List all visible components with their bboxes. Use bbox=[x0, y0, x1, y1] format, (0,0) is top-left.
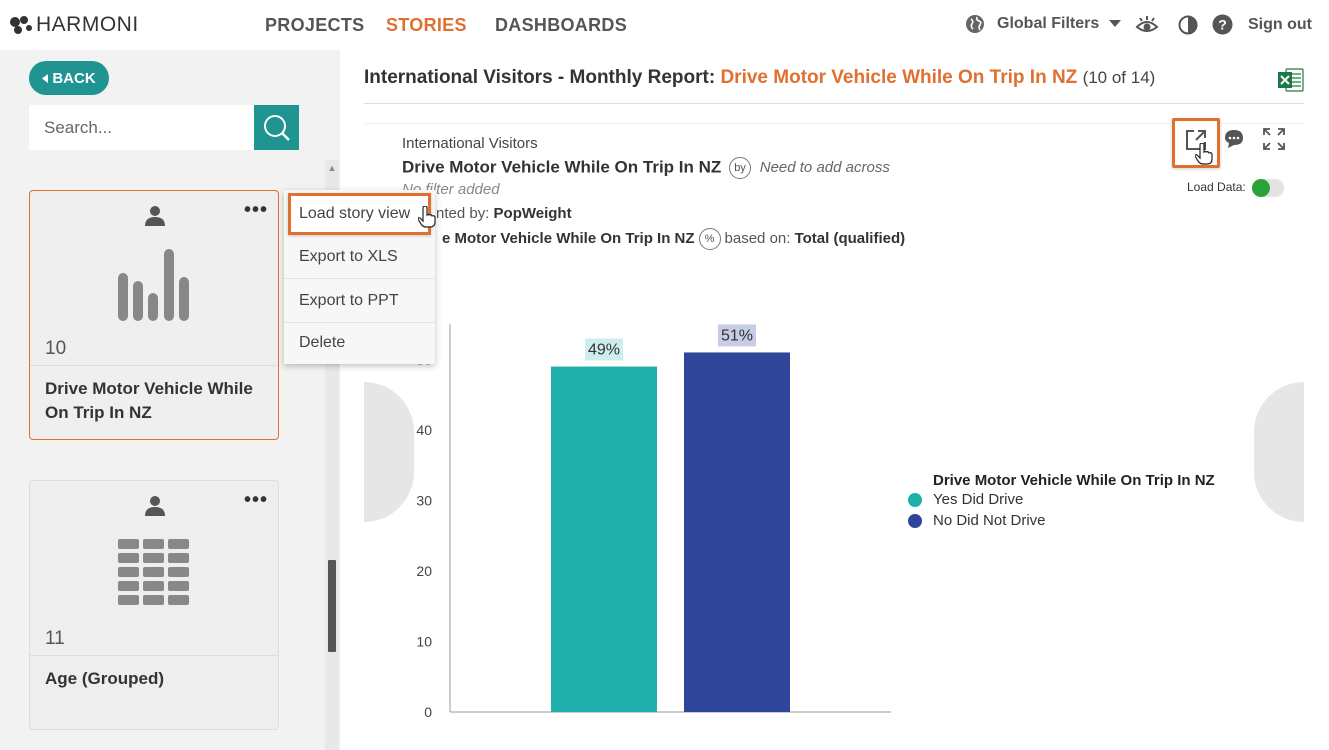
chart-source: International Visitors bbox=[402, 135, 538, 152]
y-tick-label: 0 bbox=[424, 704, 432, 720]
title-divider bbox=[364, 103, 1304, 104]
hand-cursor-icon bbox=[418, 206, 436, 228]
pct-based-label: based on: bbox=[724, 229, 795, 247]
card-divider bbox=[30, 655, 278, 656]
menu-load-story-view[interactable]: Load story view bbox=[288, 193, 431, 235]
logo-text: HARMONI bbox=[36, 13, 139, 36]
top-nav-bar: HARMONI PROJECTS STORIES DASHBOARDS Glob… bbox=[0, 0, 1329, 50]
by-icon[interactable]: by bbox=[729, 157, 751, 179]
weight-value: PopWeight bbox=[493, 205, 572, 222]
percent-icon[interactable]: % bbox=[698, 228, 721, 250]
percentage-info: e Motor Vehicle While On Trip In NZ% base… bbox=[442, 228, 905, 250]
bar-0 bbox=[551, 366, 657, 712]
table-icon bbox=[118, 539, 189, 605]
card-divider bbox=[30, 365, 278, 366]
user-icon bbox=[145, 496, 165, 516]
caret-left-icon bbox=[42, 73, 49, 83]
y-tick-label: 40 bbox=[416, 422, 432, 438]
fullscreen-icon[interactable] bbox=[1263, 128, 1285, 150]
y-tick-label: 10 bbox=[416, 634, 432, 650]
data-label-bg bbox=[718, 324, 756, 347]
next-story-arrow[interactable] bbox=[1254, 382, 1304, 522]
excel-export-icon[interactable] bbox=[1278, 68, 1304, 92]
legend-item[interactable]: No Did Not Drive bbox=[908, 510, 1215, 531]
legend-swatch bbox=[908, 492, 922, 507]
legend-title: Drive Motor Vehicle While On Trip In NZ bbox=[933, 472, 1215, 489]
search-icon bbox=[263, 114, 290, 141]
story-card-11[interactable]: ••• 11 Age (Grouped) bbox=[29, 480, 279, 730]
title-story-name: Drive Motor Vehicle While On Trip In NZ bbox=[720, 67, 1078, 88]
menu-export-xls[interactable]: Export to XLS bbox=[284, 235, 435, 279]
y-tick-label: 20 bbox=[416, 563, 432, 579]
title-count: (10 of 14) bbox=[1082, 68, 1156, 87]
pct-base-value: Total (qualified) bbox=[794, 229, 906, 247]
scroll-up-arrow-icon[interactable]: ▲ bbox=[327, 163, 337, 173]
question-text: Drive Motor Vehicle While On Trip In NZ bbox=[402, 157, 722, 177]
chart-question: Drive Motor Vehicle While On Trip In NZ … bbox=[402, 157, 890, 179]
menu-export-ppt[interactable]: Export to PPT bbox=[284, 279, 435, 323]
data-label: 49% bbox=[588, 342, 620, 359]
user-icon bbox=[145, 206, 165, 226]
nav-dashboards[interactable]: DASHBOARDS bbox=[495, 15, 628, 35]
legend-item[interactable]: Yes Did Drive bbox=[908, 489, 1215, 510]
card-context-menu: Load story view Export to XLS Export to … bbox=[284, 190, 435, 364]
toggle-knob[interactable] bbox=[1252, 179, 1270, 197]
scrollbar-thumb[interactable] bbox=[328, 560, 336, 652]
globe-icon bbox=[966, 15, 984, 33]
logo-mark-icon bbox=[10, 16, 32, 34]
need-across-text: Need to add across bbox=[759, 159, 890, 177]
global-filters-label: Global Filters bbox=[997, 15, 1100, 32]
chart-card bbox=[364, 123, 1304, 750]
prev-story-arrow[interactable] bbox=[364, 382, 414, 522]
contrast-icon[interactable] bbox=[1178, 15, 1198, 35]
bar-chart: 0102030405049%51% bbox=[416, 324, 891, 720]
data-label-bg bbox=[585, 338, 623, 361]
search-input[interactable] bbox=[29, 105, 254, 150]
back-button[interactable]: BACK bbox=[29, 61, 109, 95]
global-filters-dropdown[interactable]: Global Filters bbox=[965, 14, 1122, 34]
legend-label: No Did Not Drive bbox=[933, 512, 1046, 529]
card-title: Age (Grouped) bbox=[45, 669, 164, 688]
card-number: 10 bbox=[45, 338, 67, 359]
weight-info: nted by: PopWeight bbox=[436, 205, 572, 222]
eye-icon[interactable] bbox=[1135, 14, 1159, 36]
nav-projects[interactable]: PROJECTS bbox=[265, 15, 365, 35]
card-number: 11 bbox=[45, 628, 65, 649]
y-tick-label: 30 bbox=[416, 493, 432, 509]
title-prefix: International Visitors - Monthly Report: bbox=[364, 67, 721, 88]
search-button[interactable] bbox=[254, 105, 299, 150]
card-menu-button[interactable]: ••• bbox=[244, 199, 269, 221]
bar-1 bbox=[684, 352, 790, 712]
comment-icon[interactable] bbox=[1224, 129, 1244, 149]
chart-legend: Drive Motor Vehicle While On Trip In NZ … bbox=[908, 472, 1215, 531]
card-menu-button[interactable]: ••• bbox=[244, 489, 269, 511]
nav-stories[interactable]: STORIES bbox=[386, 15, 467, 35]
external-link-icon bbox=[1186, 130, 1206, 150]
story-card-10[interactable]: ••• 10 Drive Motor Vehicle While On Trip… bbox=[29, 190, 279, 440]
svg-text:?: ? bbox=[1218, 17, 1227, 33]
menu-delete[interactable]: Delete bbox=[299, 334, 346, 351]
harmoni-logo[interactable]: HARMONI bbox=[8, 13, 139, 37]
weight-label: nted by: bbox=[436, 205, 494, 222]
page-title: International Visitors - Monthly Report:… bbox=[364, 67, 1155, 89]
sign-out-link[interactable]: Sign out bbox=[1248, 16, 1312, 33]
back-label: BACK bbox=[52, 69, 96, 87]
hand-cursor-icon bbox=[1195, 143, 1213, 165]
card-title: Drive Motor Vehicle While On Trip In NZ bbox=[45, 379, 253, 422]
help-icon[interactable]: ? bbox=[1212, 14, 1233, 35]
load-data-label: Load Data: bbox=[1187, 180, 1246, 194]
bar-chart-icon bbox=[118, 249, 189, 321]
data-label: 51% bbox=[721, 327, 753, 344]
legend-swatch bbox=[908, 513, 922, 528]
caret-down-icon bbox=[1109, 20, 1122, 27]
open-external-button[interactable] bbox=[1172, 118, 1220, 168]
pct-question: e Motor Vehicle While On Trip In NZ bbox=[442, 229, 695, 247]
legend-label: Yes Did Drive bbox=[933, 491, 1024, 508]
